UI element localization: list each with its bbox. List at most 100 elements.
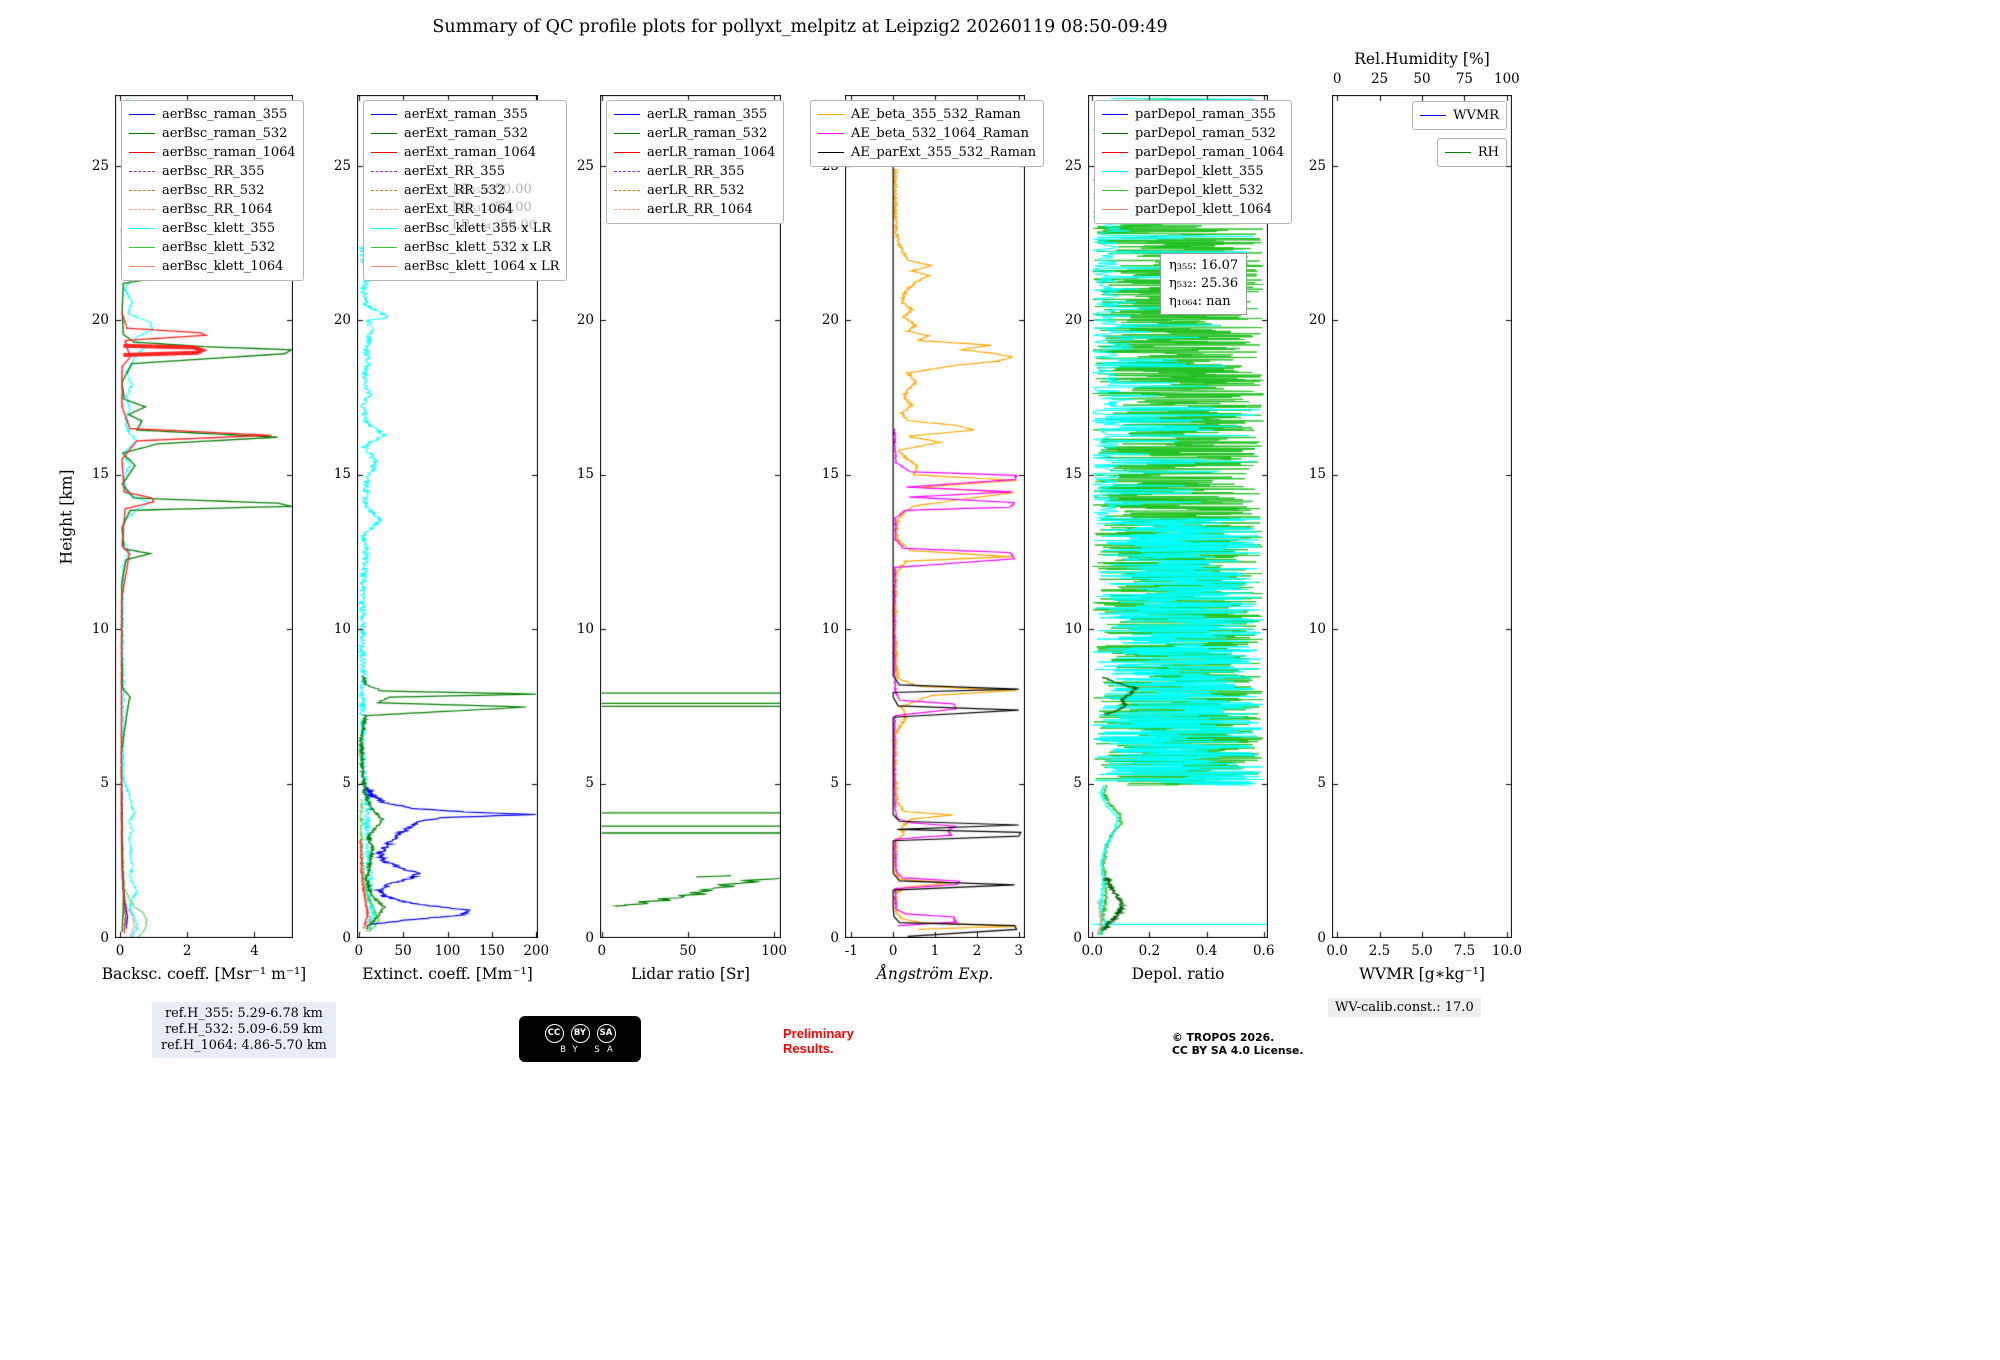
y-tick-label: 5 [830,775,839,792]
y-tick-label: 15 [576,466,594,483]
legend: RH [1436,138,1507,167]
legend-item: aerBsc_klett_1064 [129,257,296,276]
legend-line-swatch [129,171,155,172]
legend-line-swatch [371,266,397,267]
top-tick-label: 25 [1370,71,1389,87]
legend-item: aerExt_raman_355 [371,105,559,124]
x-tick-label: 100 [434,943,461,959]
legend-item: parDepol_klett_355 [1102,162,1284,181]
legend-line-swatch [129,228,155,229]
legend-line-swatch [614,133,640,134]
legend-item-label: parDepol_raman_1064 [1135,145,1285,160]
panel-backscatter: 0 2 4 0 5 10 15 20 25 Backsc. coeff. [Msr⁻¹ m⁻¹] H… [57,95,306,983]
y-tick-label: 10 [91,620,109,637]
y-tick-label: 20 [821,311,839,328]
top-tick-label: 100 [1494,71,1520,87]
legend: parDepol_raman_355 parDepol_raman_532 parD… [1094,100,1293,224]
y-tick-label: 0 [1073,929,1082,946]
top-axis-label: Rel.Humidity [%] [1354,50,1490,68]
legend-line-swatch [129,190,155,191]
y-tick-label: 10 [1308,620,1326,637]
legend-line-swatch [818,152,844,153]
legend-item-label: AE_beta_355_532_Raman [851,107,1021,122]
legend-line-swatch [129,133,155,134]
panel-angstroem: -101230510152025Ångström Exp.AE_beta_355… [810,95,1045,983]
y-tick-label: 25 [333,157,351,174]
legend-item-label: aerBsc_klett_1064 [162,259,284,274]
top-tick-label: 75 [1455,71,1474,87]
legend-item-label: aerBsc_RR_532 [162,183,265,198]
legend-item: WVMR [1420,106,1499,125]
y-tick-label: 20 [91,311,109,328]
x-tick-label: 50 [394,943,412,959]
x-axis-label: Depol. ratio [1131,965,1225,983]
legend-line-swatch [614,209,640,210]
legend-line-swatch [371,190,397,191]
top-tick-label: 50 [1413,71,1431,87]
x-tick-label: 0 [888,943,898,959]
x-tick-label: 0.4 [1195,943,1218,959]
legend-item: parDepol_raman_532 [1102,124,1284,143]
legend-line-swatch [129,152,155,153]
legend-item: parDepol_klett_532 [1102,181,1284,200]
legend-line-swatch [614,190,640,191]
legend-line-swatch [129,247,155,248]
legend-item-label: aerExt_raman_1064 [404,145,537,160]
legend-item-label: parDepol_klett_532 [1135,183,1264,198]
ref-height-355: ref.H_355: 5.29-6.78 km [165,1006,323,1021]
cc-icon: CC [544,1023,564,1043]
legend-item: aerExt_RR_355 [371,162,559,181]
legend: AE_beta_355_532_Raman AE_beta_532_1064_Ra… [810,100,1045,167]
y-axis-label: Height [km] [57,95,75,938]
y-tick-label: 20 [1064,311,1082,328]
legend-item: aerExt_RR_1064 [371,200,559,219]
legend-item-label: aerExt_RR_532 [404,183,506,198]
legend-item: aerBsc_RR_1064 [129,200,296,219]
plot-canvas-angstroem [845,95,1025,938]
x-tick-label: 200 [523,943,550,959]
x-tick-label: 2 [972,943,982,959]
legend-line-swatch [371,228,397,229]
annotation-line: η₅₃₂: 25.36 [1169,276,1239,291]
legend-line-swatch [129,266,155,267]
legend-line-swatch [371,171,397,172]
legend-item-label: aerLR_RR_1064 [647,202,753,217]
panel-depol: 0.0 0.2 0.4 0.6 0 5 10 15 20 25 Depol. ratio parDep… [1065,95,1293,983]
legend-item: aerBsc_RR_532 [129,181,296,200]
legend-item: aerLR_raman_355 [614,105,776,124]
legend-item: parDepol_klett_1064 [1102,200,1284,219]
x-tick-label: 0 [354,943,364,959]
y-tick-label: 25 [576,157,594,174]
x-axis-label: Extinct. coeff. [Mm⁻¹] [362,965,533,983]
plot-canvas-depol [1088,95,1268,938]
legend-line-swatch [371,152,397,153]
x-axis-label: WVMR [g∗kg⁻¹] [1359,965,1485,983]
y-tick-label: 10 [1064,620,1082,637]
cc-badge-icons: CC BY SA [544,1023,616,1043]
y-tick-label: 5 [585,775,594,792]
legend-item-label: parDepol_raman_532 [1135,126,1276,141]
ref-height-1064: ref.H_1064: 4.86-5.70 km [161,1038,327,1053]
preliminary-results-note: Preliminary Results. [783,1026,854,1056]
x-tick-label: 0.2 [1138,943,1161,959]
y-tick-label: 25 [1308,157,1326,174]
x-tick-label: 1 [930,943,940,959]
cc-license-badge: CC BY SA BY SA [519,1016,641,1062]
x-tick-label: 7.5 [1453,943,1476,959]
x-tick-label: 10.0 [1491,943,1522,959]
legend-item-label: aerLR_raman_355 [647,107,768,122]
legend: aerLR_raman_355 aerLR_raman_532 aerLR_rama… [606,100,784,224]
legend-line-swatch [371,209,397,210]
wv-calibration-constant: WV-calib.const.: 17.0 [1328,998,1481,1017]
legend-item-label: AE_beta_532_1064_Raman [851,126,1030,141]
legend-item: aerLR_RR_532 [614,181,776,200]
y-tick-label: 25 [1064,157,1082,174]
legend-item-label: aerLR_RR_532 [647,183,745,198]
y-tick-label: 15 [1064,466,1082,483]
legend-item-label: RH [1477,145,1499,160]
legend-line-swatch [371,114,397,115]
legend-item-label: aerLR_raman_532 [647,126,768,141]
legend-item: aerBsc_raman_1064 [129,143,296,162]
legend-item-label: WVMR [1453,108,1499,123]
legend: aerExt_raman_355 aerExt_raman_532 aerExt_r… [363,100,568,281]
